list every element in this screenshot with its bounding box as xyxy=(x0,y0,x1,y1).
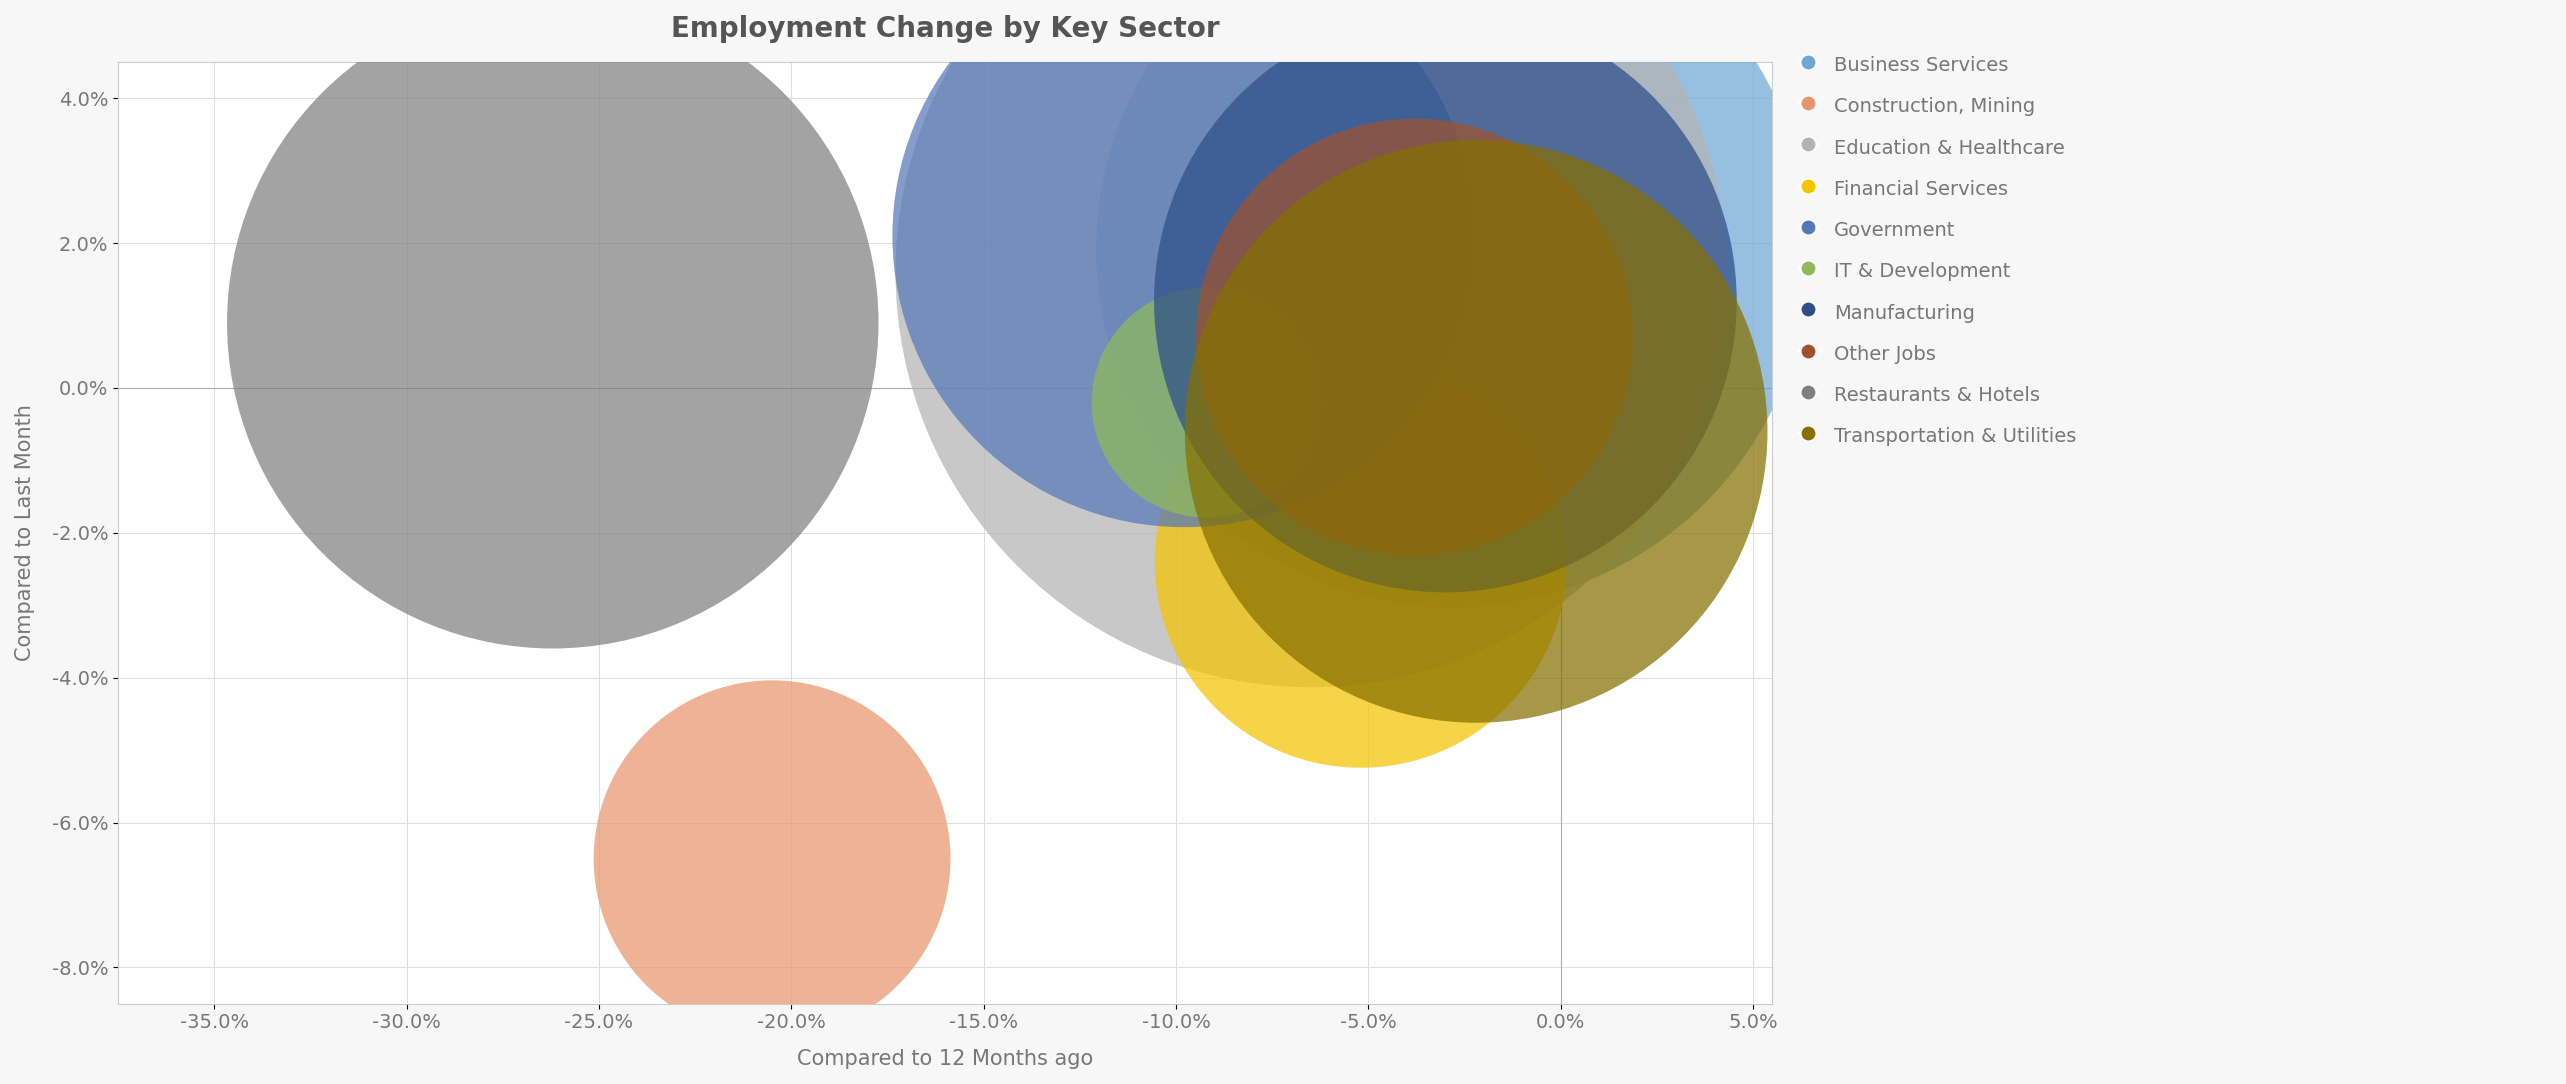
X-axis label: Compared to 12 Months ago: Compared to 12 Months ago xyxy=(798,1049,1093,1069)
Education & Healthcare xyxy=(1291,263,1332,281)
Financial Services xyxy=(1339,553,1381,570)
Manufacturing xyxy=(1424,293,1465,310)
IT & Development xyxy=(1185,393,1227,411)
Y-axis label: Compared to Last Month: Compared to Last Month xyxy=(15,404,36,661)
Transportation & Utilities xyxy=(1455,423,1496,440)
Government xyxy=(1162,228,1203,245)
Title: Employment Change by Key Sector: Employment Change by Key Sector xyxy=(670,15,1219,43)
Restaurants & Hotels xyxy=(531,314,572,332)
Other Jobs xyxy=(1393,328,1434,346)
Legend: Business Services, Construction, Mining, Education & Healthcare, Financial Servi: Business Services, Construction, Mining,… xyxy=(1789,43,2086,457)
Business Services xyxy=(1432,242,1473,259)
Construction, Mining xyxy=(752,850,793,867)
